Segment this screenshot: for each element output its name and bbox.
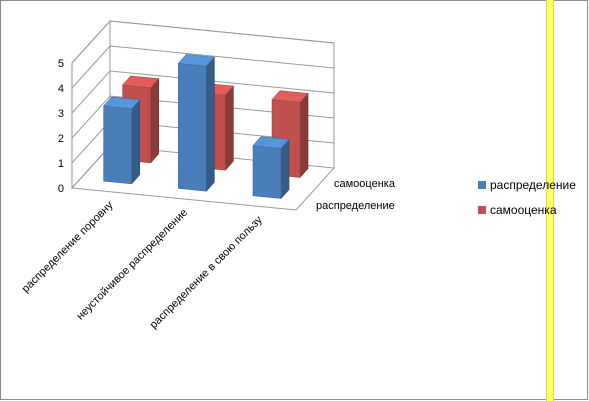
bar-side	[150, 78, 159, 164]
bar-side	[206, 56, 215, 192]
depth-label: самооценка	[334, 178, 396, 190]
category-labels: распределение поровну неустойчивое распр…	[20, 199, 266, 331]
bar-1-2	[177, 54, 215, 192]
y-tick-label: 0	[58, 183, 64, 195]
gridline	[71, 45, 335, 89]
bar-top	[103, 96, 141, 110]
gridline	[71, 70, 335, 114]
bar-side	[299, 92, 309, 179]
category-label: распределение поровну	[20, 199, 116, 295]
bar-top	[271, 90, 309, 103]
depth-label: распределение	[316, 200, 395, 212]
bar-front	[103, 105, 132, 185]
legend-swatch-series1	[478, 181, 486, 189]
bar-side	[280, 138, 290, 200]
depth-axis-labels: самооценка распределение	[316, 178, 396, 212]
bar-1-1	[103, 96, 141, 185]
bar-front	[252, 145, 282, 199]
yellow-highlight-bar	[546, 0, 554, 401]
gridline	[71, 20, 335, 64]
legend-swatch-series2	[478, 206, 486, 214]
y-tick-label: 1	[58, 158, 64, 170]
y-tick-label: 3	[58, 108, 64, 120]
y-tick-label: 2	[58, 133, 64, 145]
bar-top	[122, 75, 160, 89]
y-tick-label: 5	[58, 58, 64, 70]
bar-top	[252, 136, 290, 149]
gridline	[71, 95, 335, 139]
legend-label: самооценка	[490, 203, 557, 217]
bar-1-3	[252, 136, 290, 200]
bar-side	[225, 85, 234, 171]
bar-side	[131, 99, 140, 185]
bar-front	[178, 63, 207, 192]
legend-label: распределение	[490, 178, 576, 192]
y-tick-label: 4	[58, 83, 64, 95]
bar-top	[177, 54, 215, 67]
y-axis-ticks: 0 1 2 3 4 5	[58, 58, 64, 195]
bars	[103, 54, 309, 200]
legend: распределение самооценка	[478, 178, 576, 217]
